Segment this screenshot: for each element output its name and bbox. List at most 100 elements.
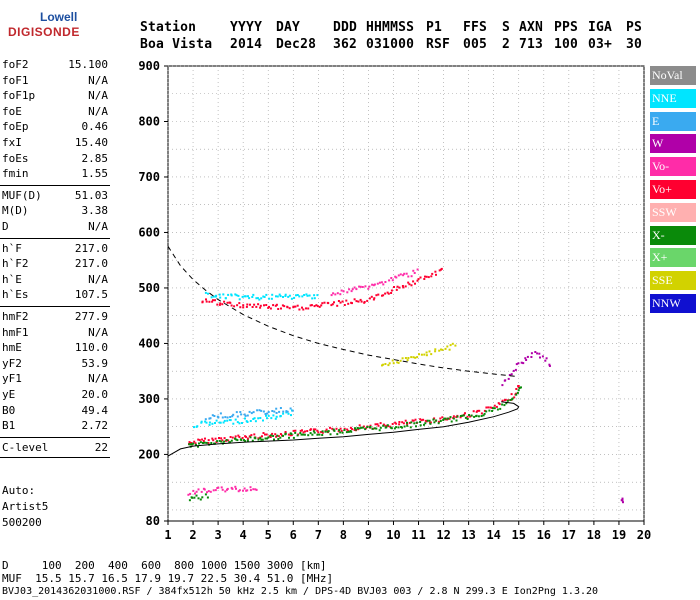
trace-point — [311, 297, 314, 300]
legend-entry: Vo- — [650, 157, 696, 177]
trace-point — [451, 342, 454, 345]
trace-point — [414, 418, 417, 421]
trace-point — [249, 303, 251, 306]
param-name: yF1 — [2, 372, 22, 386]
trace-point — [214, 299, 216, 302]
trace-point — [285, 411, 288, 414]
trace-point — [229, 419, 232, 422]
trace-point — [296, 294, 299, 296]
trace-point — [240, 439, 243, 441]
trace-point — [320, 304, 323, 307]
trace-point — [225, 439, 228, 441]
trace-point — [318, 305, 321, 308]
trace-point — [292, 436, 295, 439]
trace-point — [213, 415, 216, 417]
trace-point — [430, 353, 433, 356]
trace-point — [202, 440, 205, 442]
trace-point — [284, 432, 287, 435]
trace-point — [416, 268, 419, 271]
trace-point — [516, 391, 519, 394]
trace-point — [347, 430, 350, 433]
trace-point — [292, 429, 295, 432]
trace-point — [301, 306, 303, 309]
trace-point — [275, 303, 278, 306]
trace-point — [250, 434, 253, 437]
trace-point — [220, 440, 223, 443]
trace-point — [459, 416, 462, 419]
param-value: 22 — [94, 440, 108, 454]
trace-point — [191, 496, 194, 499]
trace-point — [464, 412, 466, 415]
trace-Vo+ — [201, 267, 443, 311]
trace-point — [364, 285, 367, 288]
trace-point — [517, 389, 520, 392]
y-tick-label: 80 — [146, 514, 160, 528]
trace-point — [425, 351, 428, 354]
trace-point — [200, 420, 203, 423]
trace-point — [248, 297, 251, 300]
trace-point — [397, 426, 400, 429]
x-tick-label: 2 — [189, 528, 196, 542]
param-row: h`Es 107.5 — [2, 288, 108, 302]
x-tick-label: 18 — [587, 528, 601, 542]
param-row: D N/A — [2, 220, 108, 234]
trace-point — [313, 294, 316, 297]
trace-point — [384, 363, 387, 365]
param-row: h`E N/A — [2, 273, 108, 287]
param-row: hmF2 277.9 — [2, 310, 108, 324]
trace-point — [545, 357, 548, 360]
trace-point — [256, 409, 259, 412]
param-row: yE 20.0 — [2, 388, 108, 402]
trace-point — [268, 435, 271, 438]
trace-point — [274, 433, 277, 436]
y-tick-label: 500 — [138, 281, 160, 295]
trace-point — [267, 414, 270, 417]
trace-point — [378, 281, 381, 284]
trace-point — [244, 440, 247, 443]
trace-point — [188, 441, 191, 444]
trace-point — [330, 294, 333, 297]
trace-point — [339, 431, 342, 434]
trace-point — [530, 352, 533, 355]
trace-point — [353, 286, 356, 289]
trace-point — [425, 275, 428, 278]
trace-point — [280, 307, 282, 310]
trace-point — [351, 302, 353, 305]
trace-point — [506, 399, 509, 402]
trace-point — [193, 426, 195, 429]
param-name: foEs — [2, 151, 29, 165]
trace-point — [261, 438, 264, 441]
trace-point — [368, 285, 371, 288]
trace-point — [538, 352, 541, 355]
trace-point — [539, 356, 541, 359]
x-tick-label: 20 — [637, 528, 651, 542]
trace-point — [275, 407, 278, 410]
trace-point — [241, 422, 243, 424]
trace-point — [392, 362, 395, 365]
trace-point — [331, 427, 334, 430]
trace-point — [340, 289, 343, 292]
trace-point — [393, 427, 396, 430]
trace-point — [414, 282, 416, 285]
trace-point — [470, 414, 473, 417]
trace-point — [385, 426, 388, 429]
digisonde-logo: Lowell DIGISONDE — [4, 6, 84, 46]
trace-point — [299, 432, 302, 434]
trace-point — [518, 387, 521, 389]
trace-point — [272, 414, 275, 417]
trace-point — [212, 489, 215, 492]
trace-point — [404, 419, 407, 422]
trace-point — [503, 404, 506, 407]
trace-point — [219, 412, 222, 415]
trace-point — [499, 407, 502, 410]
trace-point — [416, 279, 419, 282]
trace-point — [318, 433, 321, 436]
trace-point — [466, 415, 469, 418]
param-value: 3.38 — [81, 204, 109, 218]
trace-point — [193, 496, 196, 499]
trace-point — [268, 297, 271, 300]
trace-point — [231, 415, 234, 418]
trace-point — [366, 299, 369, 302]
trace-point — [308, 294, 311, 297]
header-value: 30 — [626, 37, 643, 52]
